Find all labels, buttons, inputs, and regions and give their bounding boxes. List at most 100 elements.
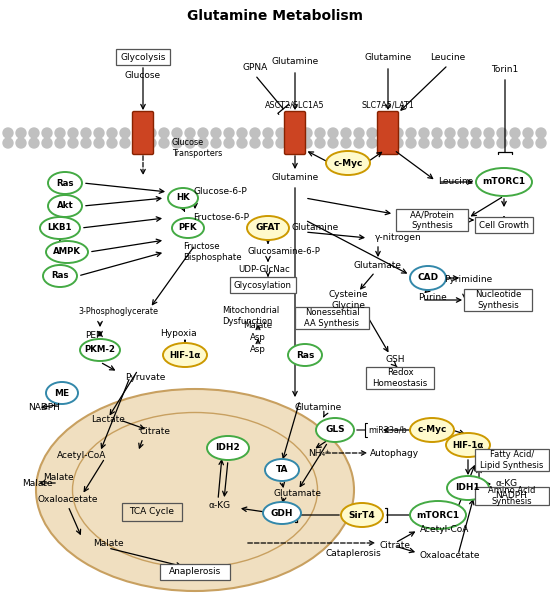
- Circle shape: [211, 138, 221, 148]
- Circle shape: [289, 138, 299, 148]
- Circle shape: [419, 138, 429, 148]
- Text: Amino Acid
Synthesis: Amino Acid Synthesis: [488, 486, 536, 506]
- Circle shape: [42, 128, 52, 138]
- FancyBboxPatch shape: [230, 277, 296, 293]
- Circle shape: [393, 128, 403, 138]
- Circle shape: [16, 138, 26, 148]
- Text: UDP-GlcNac: UDP-GlcNac: [238, 265, 290, 275]
- Ellipse shape: [48, 172, 82, 194]
- Text: Glutamine: Glutamine: [364, 54, 411, 63]
- Text: NADPH: NADPH: [28, 403, 60, 412]
- Text: GSH: GSH: [385, 356, 405, 364]
- Circle shape: [523, 128, 533, 138]
- Circle shape: [55, 138, 65, 148]
- Ellipse shape: [172, 218, 204, 238]
- Circle shape: [276, 128, 286, 138]
- Circle shape: [159, 128, 169, 138]
- Circle shape: [120, 138, 130, 148]
- Ellipse shape: [80, 339, 120, 361]
- Circle shape: [367, 128, 377, 138]
- Text: Leucine: Leucine: [438, 178, 473, 187]
- Circle shape: [263, 128, 273, 138]
- Circle shape: [250, 128, 260, 138]
- Text: Glutamine: Glutamine: [292, 223, 339, 232]
- Ellipse shape: [46, 241, 88, 263]
- Text: NH₄⁺: NH₄⁺: [308, 448, 330, 458]
- Text: IDH1: IDH1: [455, 483, 480, 492]
- Text: GPNA: GPNA: [243, 63, 268, 72]
- Text: Glutamine Metabolism: Glutamine Metabolism: [187, 9, 363, 23]
- Text: Anaplerosis: Anaplerosis: [169, 568, 221, 577]
- Text: Acetyl-CoA: Acetyl-CoA: [420, 526, 469, 535]
- Circle shape: [224, 128, 234, 138]
- Text: HIF-1α: HIF-1α: [452, 441, 483, 450]
- Text: ME: ME: [54, 388, 69, 397]
- Text: Fatty Acid/
Lipid Synthesis: Fatty Acid/ Lipid Synthesis: [480, 450, 544, 470]
- Circle shape: [536, 128, 546, 138]
- Text: Torin1: Torin1: [491, 66, 519, 75]
- FancyBboxPatch shape: [475, 449, 549, 471]
- Ellipse shape: [446, 433, 490, 457]
- Circle shape: [380, 128, 390, 138]
- Text: α-KG: α-KG: [209, 501, 231, 510]
- Circle shape: [3, 138, 13, 148]
- FancyBboxPatch shape: [133, 111, 153, 155]
- Circle shape: [237, 128, 247, 138]
- Circle shape: [94, 138, 104, 148]
- Circle shape: [211, 128, 221, 138]
- Ellipse shape: [476, 168, 532, 196]
- Circle shape: [185, 128, 195, 138]
- FancyBboxPatch shape: [396, 209, 468, 231]
- Circle shape: [107, 138, 117, 148]
- Circle shape: [3, 128, 13, 138]
- Circle shape: [510, 128, 520, 138]
- Text: Glutamine: Glutamine: [271, 58, 318, 66]
- Text: c-Myc: c-Myc: [417, 426, 447, 435]
- Text: Glucose
Transporters: Glucose Transporters: [172, 138, 222, 158]
- Text: Pyrimidine: Pyrimidine: [444, 276, 492, 285]
- Text: GLS: GLS: [325, 426, 345, 435]
- Circle shape: [302, 128, 312, 138]
- FancyBboxPatch shape: [295, 307, 369, 329]
- Text: γ-nitrogen: γ-nitrogen: [375, 234, 422, 243]
- Text: Purine: Purine: [418, 294, 447, 302]
- Ellipse shape: [341, 503, 383, 527]
- Text: Glutamine: Glutamine: [271, 173, 318, 182]
- Circle shape: [445, 138, 455, 148]
- Text: Acetyl-CoA: Acetyl-CoA: [57, 450, 107, 459]
- Ellipse shape: [410, 266, 446, 290]
- Text: PEP: PEP: [85, 330, 101, 340]
- Text: GDH: GDH: [271, 509, 293, 518]
- Circle shape: [367, 138, 377, 148]
- Circle shape: [302, 138, 312, 148]
- Circle shape: [458, 128, 468, 138]
- Circle shape: [510, 138, 520, 148]
- Text: SirT4: SirT4: [349, 510, 375, 520]
- Circle shape: [94, 128, 104, 138]
- Circle shape: [523, 138, 533, 148]
- Circle shape: [471, 128, 481, 138]
- Text: Akt: Akt: [57, 202, 73, 211]
- Text: Fructose-6-P: Fructose-6-P: [193, 214, 249, 223]
- Text: Asp: Asp: [250, 346, 266, 355]
- Circle shape: [419, 128, 429, 138]
- Ellipse shape: [43, 265, 77, 287]
- Text: Fructose
Bisphosphate: Fructose Bisphosphate: [183, 242, 241, 262]
- Text: AMPK: AMPK: [53, 247, 81, 256]
- FancyBboxPatch shape: [475, 487, 549, 505]
- Text: Hypoxia: Hypoxia: [160, 329, 196, 338]
- Text: TCA Cycle: TCA Cycle: [129, 507, 174, 517]
- Text: miR23a/b: miR23a/b: [368, 426, 407, 435]
- FancyBboxPatch shape: [366, 367, 434, 389]
- Text: Glutamate: Glutamate: [354, 261, 402, 270]
- Circle shape: [81, 128, 91, 138]
- Text: Cell Growth: Cell Growth: [479, 220, 529, 229]
- Circle shape: [68, 128, 78, 138]
- Text: Ras: Ras: [56, 179, 74, 187]
- Text: Oxaloacetate: Oxaloacetate: [420, 550, 481, 559]
- Circle shape: [536, 138, 546, 148]
- Text: Leucine: Leucine: [430, 54, 466, 63]
- Text: 3-Phosphoglycerate: 3-Phosphoglycerate: [78, 308, 158, 317]
- Circle shape: [146, 138, 156, 148]
- Ellipse shape: [447, 476, 489, 500]
